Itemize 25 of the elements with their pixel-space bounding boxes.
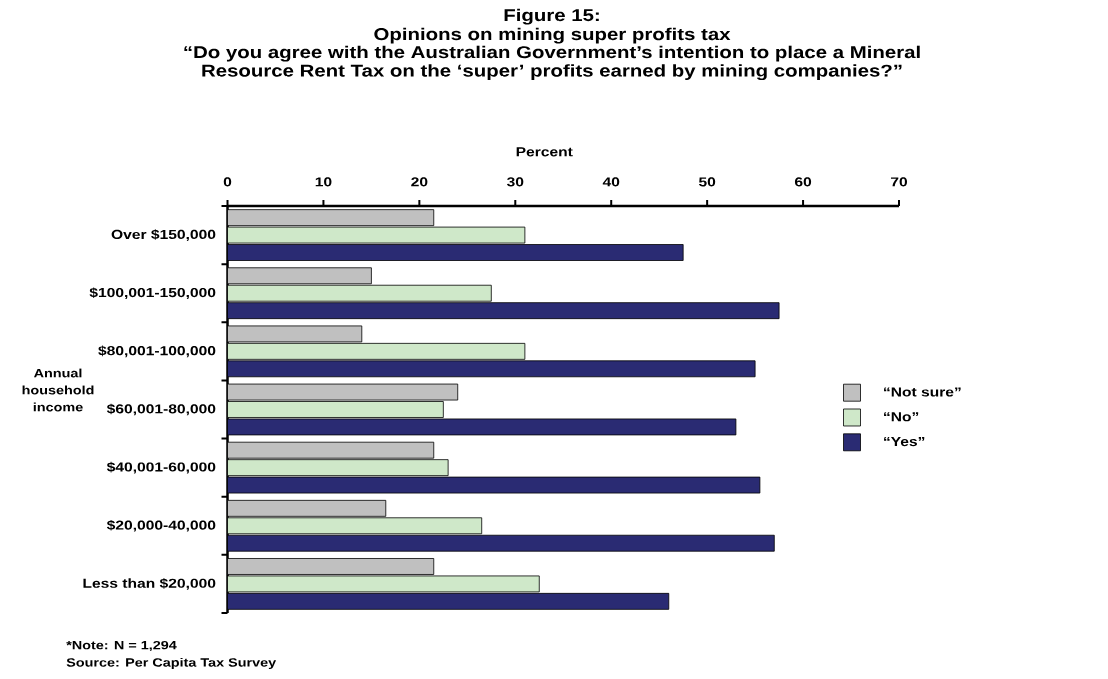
x-tick-label: 70 bbox=[890, 177, 908, 187]
text: *Note: N = 1,294 bbox=[66, 640, 177, 652]
chart-title: Opinions on mining super profits tax bbox=[374, 27, 731, 44]
x-tick-label: 50 bbox=[698, 177, 716, 187]
y-axis-title: Annual household income bbox=[22, 368, 94, 412]
caption: Figure 15: bbox=[504, 8, 599, 25]
legend-label: “No” bbox=[884, 412, 919, 422]
y-tick-label: Less than $20,000 bbox=[83, 578, 216, 590]
chart-subtitle: “Do you agree with the Australian Government’s intention to place a Mineral Resource Rent Tax on the ‘super’ profits earned by mining companies?” bbox=[184, 45, 920, 81]
source-note: Source: Per Capita Tax Survey bbox=[66, 657, 277, 670]
x-tick-label: 0 bbox=[223, 177, 232, 187]
x-tick-label: 60 bbox=[794, 177, 812, 187]
y-tick-label: $20,000-40,000 bbox=[106, 519, 216, 532]
y-tick-label: $80,001-100,000 bbox=[98, 345, 216, 358]
y-tick-label: Over $150,000 bbox=[111, 229, 216, 241]
x-tick-label: 40 bbox=[602, 177, 620, 187]
x-tick-label: 20 bbox=[411, 177, 428, 187]
x-axis-title: Percent bbox=[516, 147, 573, 157]
legend-label: “Not sure” bbox=[884, 387, 961, 397]
x-tick-label: 30 bbox=[506, 177, 524, 187]
y-tick-label: $40,001-60,000 bbox=[106, 461, 216, 474]
y-tick-label: $100,001-150,000 bbox=[89, 287, 216, 300]
legend-label: “Yes” bbox=[884, 437, 925, 447]
y-tick-label: $60,001-80,000 bbox=[106, 403, 216, 416]
x-tick-label: 10 bbox=[315, 177, 332, 187]
